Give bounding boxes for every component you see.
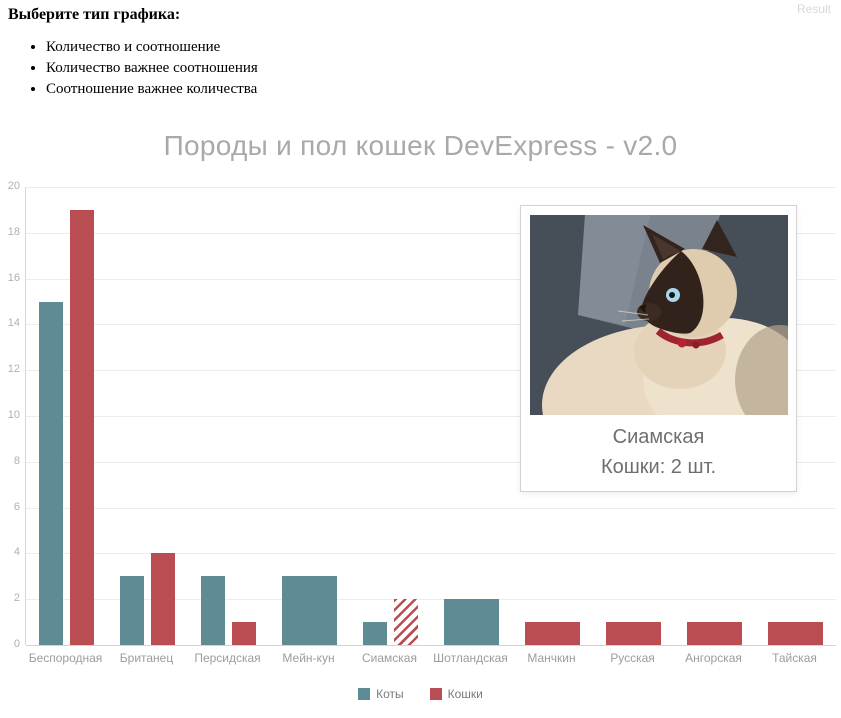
x-axis-label-Тайская: Тайская: [772, 651, 817, 665]
option-quantity-and-ratio: Количество и соотношение: [46, 39, 258, 56]
x-axis-label-Британец: Британец: [119, 651, 174, 665]
tooltip-breed: Сиамская: [612, 426, 705, 448]
chart-title: Породы и пол кошек DevExpress - v2.0: [163, 130, 678, 161]
y-axis-label-12: 12: [7, 363, 20, 376]
gridline-20: [26, 187, 836, 188]
y-axis-label-18: 18: [7, 225, 20, 238]
gridline-16: [26, 278, 836, 280]
gridline-14: [26, 324, 836, 326]
bar-Кошки-Персидская[interactable]: [232, 622, 256, 645]
bar-Коты-Сиамская[interactable]: [363, 622, 387, 645]
gridline-8: [26, 461, 836, 463]
chart-type-chooser: Выберите тип графика: Количество и соотн…: [8, 6, 258, 102]
option-quantity-over-ratio: Количество важнее соотношения: [46, 60, 258, 77]
legend-item-Коты[interactable]: Коты: [358, 687, 404, 701]
bar-Кошки-Британец[interactable]: [151, 553, 175, 645]
bar-Кошки-Тайская[interactable]: [768, 622, 823, 645]
legend-label-Коты: Коты: [376, 687, 404, 701]
gridline-10: [26, 416, 836, 417]
tooltip-value: Кошки: 2 шт.: [600, 456, 717, 478]
bar-Коты-Британец[interactable]: [120, 576, 144, 645]
bar-Коты-Беспородная[interactable]: [39, 301, 63, 645]
x-axis-label-Манчкин: Манчкин: [527, 651, 576, 665]
chart-legend: Коты Кошки: [0, 687, 841, 701]
option-ratio-over-quantity: Соотношение важнее количества: [46, 81, 258, 98]
y-axis-label-14: 14: [7, 317, 20, 330]
bar-Кошки-Беспородная[interactable]: [70, 209, 94, 645]
bar-Кошки-Манчкин[interactable]: [525, 622, 580, 645]
bar-Кошки-Русская[interactable]: [606, 622, 661, 645]
y-axis-label-10: 10: [7, 409, 20, 421]
x-axis-label-Ангорская: Ангорская: [685, 651, 742, 665]
result-pane-label: Result: [796, 2, 831, 16]
x-axis-label-Русская: Русская: [610, 651, 655, 665]
tooltip: Сиамская Кошки: 2 шт.: [520, 205, 797, 492]
chart-type-prompt: Выберите тип графика:: [8, 6, 181, 23]
x-axis-label-Персидская: Персидская: [194, 651, 261, 665]
x-axis-label-Шотландская: Шотландская: [433, 651, 508, 665]
gridline-0: [26, 645, 836, 646]
y-axis-label-8: 8: [13, 454, 20, 467]
gridline-4: [26, 553, 836, 555]
bar-Коты-Персидская[interactable]: [201, 576, 225, 645]
gridline-18: [26, 232, 836, 234]
siamese-cat-photo: [529, 215, 788, 415]
gridline-12: [26, 370, 836, 372]
bar-Кошки-Сиамская-hovered[interactable]: [394, 599, 418, 645]
bar-Коты-Шотландская[interactable]: [444, 599, 499, 645]
gridline-2: [26, 599, 836, 601]
y-axis-label-4: 4: [13, 546, 20, 559]
bar-Коты-Мейн-кун[interactable]: [282, 576, 337, 645]
legend-label-Кошки: Кошки: [447, 687, 483, 701]
y-axis-label-6: 6: [13, 500, 20, 513]
x-axis-label-Беспородная: Беспородная: [28, 651, 103, 665]
legend-swatch-Коты: [358, 688, 371, 700]
plot-area: [25, 187, 836, 646]
y-axis-label-16: 16: [7, 271, 20, 284]
x-axis-label-Мейн-кун: Мейн-кун: [282, 651, 335, 665]
chart-type-options: Количество и соотношение Количество важн…: [46, 39, 258, 98]
y-axis-label-0: 0: [13, 638, 20, 650]
legend-swatch-Кошки: [429, 688, 442, 700]
gridline-6: [26, 507, 836, 509]
legend-item-Кошки[interactable]: Кошки: [429, 687, 483, 701]
x-axis-label-Сиамская: Сиамская: [362, 651, 417, 665]
y-axis-label-20: 20: [7, 180, 20, 192]
y-axis-label-2: 2: [13, 592, 20, 605]
bar-Кошки-Ангорская[interactable]: [687, 622, 742, 645]
